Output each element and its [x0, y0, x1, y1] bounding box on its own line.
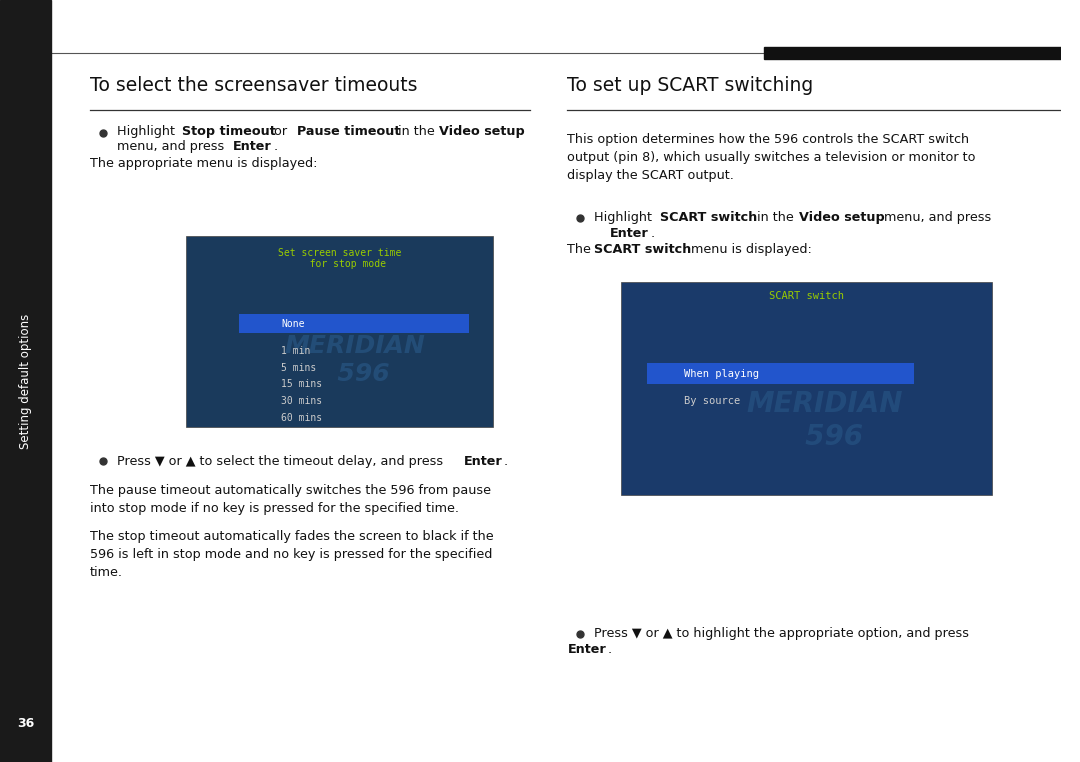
Text: The: The: [567, 243, 595, 257]
Text: None: None: [281, 319, 305, 329]
Bar: [186, 236, 494, 427]
Bar: [239, 315, 470, 334]
Text: Stop timeout: Stop timeout: [183, 124, 276, 138]
Text: Pause timeout: Pause timeout: [297, 124, 401, 138]
Text: Enter: Enter: [567, 642, 606, 656]
Text: or: or: [270, 124, 292, 138]
Text: menu, and press: menu, and press: [880, 211, 991, 225]
Text: By source: By source: [684, 396, 741, 406]
Text: 60 mins: 60 mins: [281, 413, 322, 423]
Text: menu, and press: menu, and press: [117, 139, 228, 153]
Text: SCART switch: SCART switch: [594, 243, 691, 257]
Text: Enter: Enter: [463, 454, 502, 468]
Text: .: .: [273, 139, 278, 153]
Text: .: .: [650, 226, 654, 240]
Text: MERIDIAN
  596: MERIDIAN 596: [746, 390, 903, 451]
Text: The stop timeout automatically fades the screen to black if the
596 is left in s: The stop timeout automatically fades the…: [90, 530, 494, 578]
Text: SCART switch: SCART switch: [769, 291, 843, 301]
Text: .: .: [504, 454, 508, 468]
Text: Enter: Enter: [233, 139, 272, 153]
Text: Highlight: Highlight: [594, 211, 656, 225]
Text: To select the screensaver timeouts: To select the screensaver timeouts: [90, 76, 418, 95]
Text: 36: 36: [17, 717, 35, 731]
Text: 15 mins: 15 mins: [281, 379, 322, 389]
Text: 30 mins: 30 mins: [281, 396, 322, 406]
Text: Highlight: Highlight: [117, 124, 178, 138]
Text: The appropriate menu is displayed:: The appropriate menu is displayed:: [90, 157, 318, 171]
Bar: [764, 47, 1061, 59]
Text: Set screen saver time
   for stop mode: Set screen saver time for stop mode: [278, 248, 401, 269]
Text: in the: in the: [393, 124, 438, 138]
Text: MERIDIAN
  596: MERIDIAN 596: [284, 335, 426, 386]
Text: Enter: Enter: [610, 226, 649, 240]
Text: 5 mins: 5 mins: [281, 363, 316, 373]
Text: This option determines how the 596 controls the SCART switch
output (pin 8), whi: This option determines how the 596 contr…: [567, 133, 976, 182]
Text: When playing: When playing: [684, 369, 759, 379]
Text: menu is displayed:: menu is displayed:: [687, 243, 812, 257]
Text: Video setup: Video setup: [799, 211, 885, 225]
Text: The pause timeout automatically switches the 596 from pause
into stop mode if no: The pause timeout automatically switches…: [90, 484, 491, 515]
Text: Video setup: Video setup: [440, 124, 525, 138]
Text: .: .: [608, 642, 612, 656]
Bar: [647, 363, 915, 384]
Bar: [0, 0, 51, 762]
Text: To set up SCART switching: To set up SCART switching: [567, 76, 813, 95]
Bar: [621, 282, 991, 495]
Text: Press ▼ or ▲ to select the timeout delay, and press: Press ▼ or ▲ to select the timeout delay…: [117, 454, 447, 468]
Text: in the: in the: [753, 211, 798, 225]
Text: Press ▼ or ▲ to highlight the appropriate option, and press: Press ▼ or ▲ to highlight the appropriat…: [594, 627, 969, 641]
Text: Setting default options: Setting default options: [19, 313, 32, 449]
Text: SCART switch: SCART switch: [660, 211, 757, 225]
Text: 1 min: 1 min: [281, 346, 310, 356]
